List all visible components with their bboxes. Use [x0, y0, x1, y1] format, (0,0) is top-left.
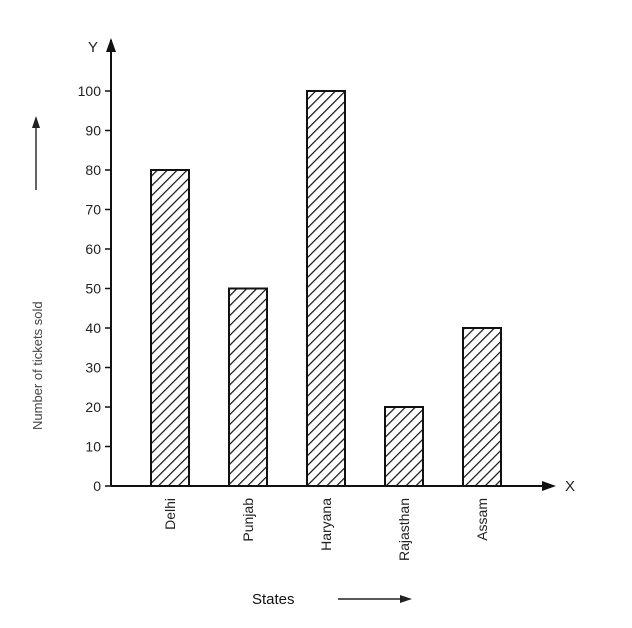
- category-label-rajasthan: Rajasthan: [396, 498, 412, 561]
- category-label-assam: Assam: [474, 498, 490, 541]
- x-axis-title: States: [252, 591, 295, 608]
- y-ticks: 0 10 20 30 40 50 60 70 80 90 100: [78, 83, 111, 494]
- x-axis-arrow: [542, 481, 556, 491]
- bar-assam: [462, 327, 502, 487]
- y-tick-label: 10: [85, 439, 101, 455]
- y-tick-label: 60: [85, 241, 101, 257]
- bar-rajasthan: [384, 406, 424, 487]
- bar-delhi: [150, 169, 190, 487]
- y-tick-label: 70: [85, 202, 101, 218]
- y-tick-label: 30: [85, 360, 101, 376]
- y-tick-label: 90: [85, 123, 101, 139]
- x-axis-letter: X: [565, 478, 575, 495]
- category-label-delhi: Delhi: [162, 498, 178, 530]
- y-tick-label: 80: [85, 162, 101, 178]
- y-tick-label: 100: [78, 83, 102, 99]
- y-axis-letter: Y: [88, 39, 98, 56]
- y-tick-label: 50: [85, 281, 101, 297]
- x-title-arrow-head: [400, 595, 412, 603]
- bars: [150, 90, 502, 487]
- bar-punjab: [228, 287, 268, 487]
- y-tick-label: 20: [85, 399, 101, 415]
- category-labels: Delhi Punjab Haryana Rajasthan Assam: [162, 498, 490, 561]
- category-label-haryana: Haryana: [318, 498, 334, 551]
- y-tick-label: 0: [93, 478, 101, 494]
- category-label-punjab: Punjab: [240, 498, 256, 542]
- y-axis-arrow: [106, 38, 116, 52]
- y-axis-title: Number of tickets sold: [30, 301, 45, 430]
- y-title-arrow-head: [32, 116, 40, 128]
- bar-haryana: [306, 90, 346, 487]
- y-tick-label: 40: [85, 320, 101, 336]
